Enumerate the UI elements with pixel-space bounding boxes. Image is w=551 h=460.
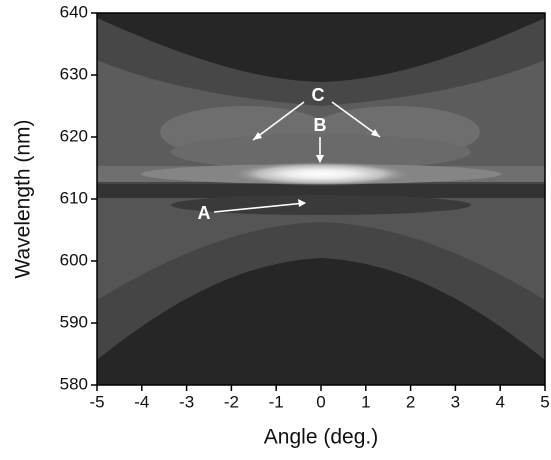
y-tick-label: 600 [60, 250, 88, 269]
contour-field [97, 13, 545, 385]
x-tick-label: 1 [361, 392, 370, 411]
x-tick-label: 0 [316, 392, 325, 411]
x-tick-label: 2 [406, 392, 415, 411]
annotation: C [312, 85, 325, 105]
x-tick-label: -3 [179, 392, 194, 411]
x-tick-label: 4 [495, 392, 504, 411]
y-tick-label: 580 [60, 374, 88, 393]
y-tick-label: 630 [60, 64, 88, 83]
x-tick-label: -4 [134, 392, 149, 411]
y-tick-label: 590 [60, 312, 88, 331]
annotation: B [314, 115, 327, 135]
annotation-arrows [213, 101, 381, 213]
annotation: A [198, 203, 211, 223]
y-axis-title: Wavelength (nm) [12, 119, 35, 278]
x-tick-label: 3 [451, 392, 460, 411]
x-tick-label: -1 [269, 392, 284, 411]
x-tick-label: -2 [224, 392, 239, 411]
x-tick-label: -5 [89, 392, 104, 411]
y-tick-label: 610 [60, 188, 88, 207]
x-tick-label: 5 [540, 392, 549, 411]
x-axis-title: Angle (deg.) [264, 426, 378, 449]
y-tick-label: 640 [60, 2, 88, 21]
y-tick-label: 620 [60, 126, 88, 145]
